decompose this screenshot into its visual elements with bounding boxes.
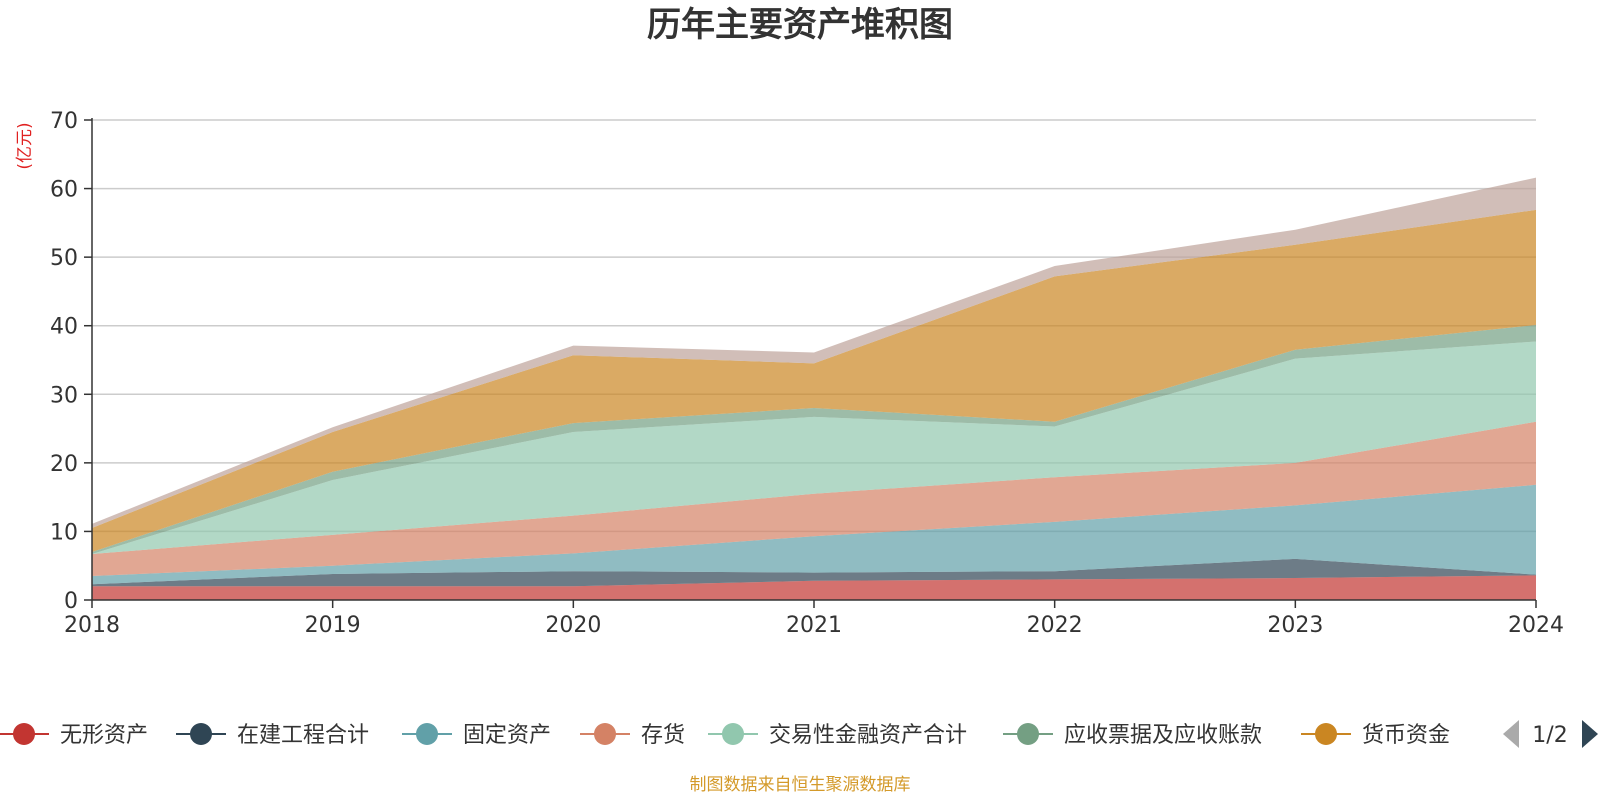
legend-label: 货币资金 bbox=[1362, 723, 1450, 748]
data-source-note: 制图数据来自恒生聚源数据库 bbox=[690, 775, 911, 795]
axes: 0 10 20 30 40 50 60 70 2018 2019 2020 2021 2022 2023 2… bbox=[50, 109, 1564, 638]
y-axis-unit: (亿元) bbox=[15, 122, 35, 169]
series-area-4 bbox=[92, 341, 1536, 555]
legend-marker bbox=[1315, 723, 1337, 745]
legend-item[interactable]: 无形资产 bbox=[0, 723, 148, 748]
x-tick-label: 2021 bbox=[786, 613, 842, 638]
legend-label: 固定资产 bbox=[463, 723, 551, 748]
y-tick-label: 40 bbox=[50, 315, 78, 340]
x-tick-label: 2018 bbox=[64, 613, 120, 638]
legend-label: 交易性金融资产合计 bbox=[769, 723, 967, 748]
legend-item[interactable]: 固定资产 bbox=[402, 723, 551, 748]
chart-title: 历年主要资产堆积图 bbox=[647, 5, 953, 45]
triangle-right-icon[interactable] bbox=[1582, 720, 1598, 748]
triangle-left-icon[interactable] bbox=[1503, 720, 1519, 748]
legend: 无形资产 在建工程合计 固定资产 存货 交易性金融资产合计 应收票据及应收账款 货币资金 bbox=[0, 723, 1450, 748]
legend-marker bbox=[13, 723, 35, 745]
y-tick-label: 30 bbox=[50, 383, 78, 408]
legend-item[interactable]: 存货 bbox=[580, 723, 685, 748]
legend-item[interactable]: 交易性金融资产合计 bbox=[708, 723, 967, 748]
y-tick-label: 50 bbox=[50, 246, 78, 271]
legend-label: 应收票据及应收账款 bbox=[1064, 723, 1262, 748]
series-area-0 bbox=[92, 575, 1536, 600]
legend-marker bbox=[594, 723, 616, 745]
series-areas bbox=[92, 177, 1536, 600]
x-tick-label: 2019 bbox=[305, 613, 361, 638]
legend-label: 存货 bbox=[641, 723, 685, 748]
y-tick-label: 20 bbox=[50, 452, 78, 477]
legend-item[interactable]: 应收票据及应收账款 bbox=[1003, 723, 1262, 748]
legend-pager: 1/2 bbox=[1503, 720, 1598, 748]
y-tick-label: 60 bbox=[50, 178, 78, 203]
legend-marker bbox=[1017, 723, 1039, 745]
series-area-2 bbox=[92, 484, 1536, 585]
series-area-3 bbox=[92, 421, 1536, 576]
legend-item[interactable]: 在建工程合计 bbox=[176, 723, 369, 748]
legend-marker bbox=[190, 723, 212, 745]
x-tick-label: 2022 bbox=[1027, 613, 1083, 638]
y-tick-label: 10 bbox=[50, 520, 78, 545]
series-area-5 bbox=[92, 325, 1536, 555]
legend-marker bbox=[416, 723, 438, 745]
x-tick-label: 2024 bbox=[1508, 613, 1564, 638]
y-tick-label: 70 bbox=[50, 109, 78, 134]
x-tick-label: 2023 bbox=[1267, 613, 1323, 638]
series-area-7 bbox=[92, 177, 1536, 528]
legend-label: 在建工程合计 bbox=[237, 723, 369, 748]
series-area-6 bbox=[92, 209, 1536, 553]
y-tick-label: 0 bbox=[64, 589, 78, 614]
legend-item[interactable]: 货币资金 bbox=[1301, 723, 1450, 748]
legend-page-indicator: 1/2 bbox=[1532, 723, 1567, 748]
legend-label: 无形资产 bbox=[60, 723, 148, 748]
x-tick-label: 2020 bbox=[545, 613, 601, 638]
legend-marker bbox=[722, 723, 744, 745]
